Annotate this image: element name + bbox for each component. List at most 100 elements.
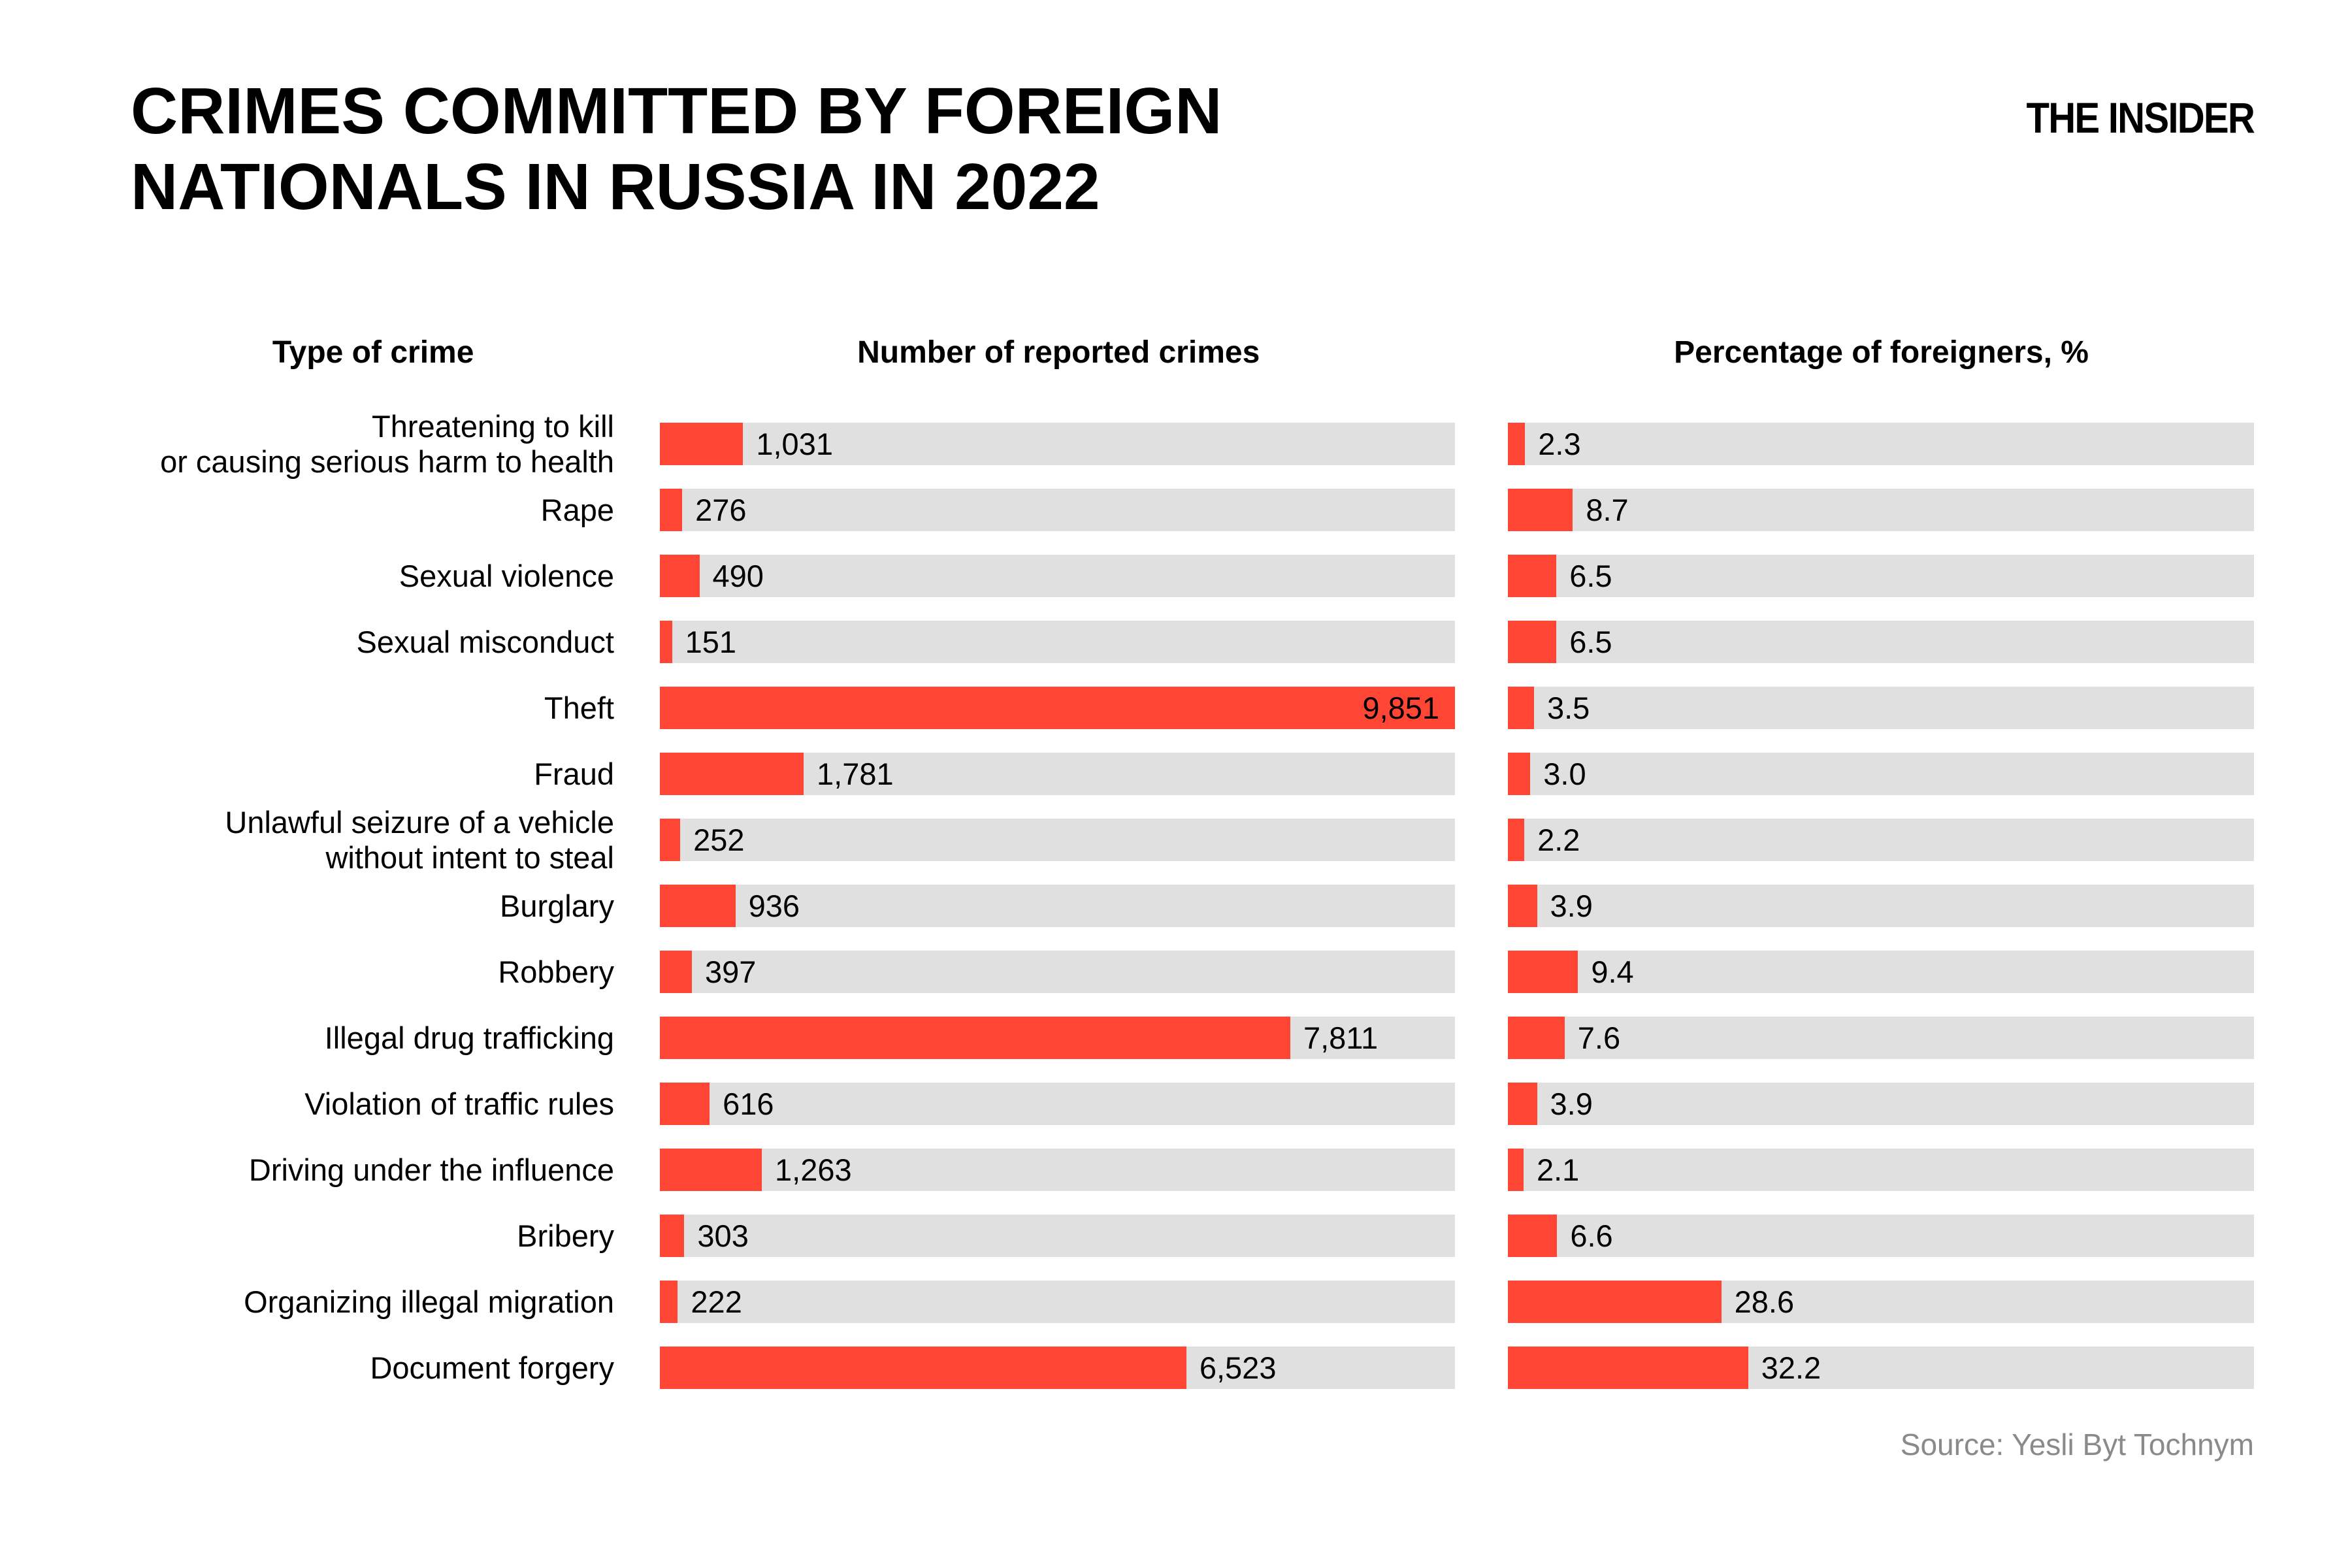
table-row: Theft 9,851 3.5 [131,687,2254,730]
crime-type-label: Illegal drug trafficking [324,1020,614,1055]
count-bar-fill [660,885,736,928]
count-bar-track: 1,263 [660,1149,1455,1192]
column-header-percentage-of-foreigners: Percentage of foreigners, % [1674,335,2089,370]
count-value: 222 [691,1284,742,1320]
crime-type-label: Violation of traffic rules [304,1086,614,1121]
count-value: 276 [695,493,747,528]
pct-value: 3.0 [1543,757,1586,792]
count-bar-fill [660,555,700,598]
pct-bar-track: 2.2 [1508,819,2254,862]
pct-bar-track: 32.2 [1508,1347,2254,1390]
pct-bar-fill [1508,687,1534,730]
pct-value: 6.5 [1569,559,1612,594]
pct-value: 9.4 [1591,955,1634,990]
pct-bar-track: 8.7 [1508,489,2254,532]
count-bar-track: 276 [660,489,1455,532]
count-bar-fill [660,1215,685,1258]
crime-type-label: Organizing illegal migration [244,1284,614,1319]
count-bar-track: 7,811 [660,1017,1455,1060]
pct-bar-track: 3.9 [1508,885,2254,928]
pct-value: 7.6 [1577,1021,1621,1056]
count-value: 252 [693,823,745,858]
crime-type-label: Unlawful seizure of a vehicle without in… [225,805,614,875]
count-value: 490 [712,559,764,594]
source-credit: Source: Yesli Byt Tochnym [1900,1428,2254,1462]
crime-type-label: Threatening to kill or causing serious h… [160,409,614,479]
pct-bar-fill [1508,753,1531,796]
count-value: 616 [723,1086,774,1122]
pct-bar-track: 3.9 [1508,1083,2254,1126]
table-row: Threatening to kill or causing serious h… [131,409,2254,479]
count-bar-track: 616 [660,1083,1455,1126]
pct-bar-fill [1508,1215,1558,1258]
pct-bar-fill [1508,621,1557,664]
pct-bar-fill [1508,489,1573,532]
column-headers: Type of crime Number of reported crimes … [131,335,2254,370]
pct-bar-track: 3.0 [1508,753,2254,796]
pct-bar-fill [1508,1347,1748,1390]
column-spacer [1456,335,1509,370]
pct-bar-fill [1508,1017,1565,1060]
table-row: Violation of traffic rules 616 3.9 [131,1083,2254,1126]
crime-type-label: Burglary [499,888,614,923]
count-bar-track: 151 [660,621,1455,664]
count-value: 9,851 [1362,691,1439,726]
count-bar-track: 1,031 [660,423,1455,466]
column-header-number-of-crimes: Number of reported crimes [857,335,1260,370]
count-bar-track: 222 [660,1281,1455,1324]
pct-bar-fill [1508,819,1525,862]
table-row: Rape 276 8.7 [131,489,2254,532]
pct-bar-fill [1508,423,1526,466]
pct-value: 3.5 [1546,691,1590,726]
pct-value: 6.5 [1569,625,1612,660]
count-value: 1,263 [775,1152,852,1188]
pct-bar-track: 28.6 [1508,1281,2254,1324]
count-bar-fill [660,1149,762,1192]
count-bar-fill [660,819,681,862]
pct-value: 28.6 [1734,1284,1795,1320]
count-value: 151 [685,625,737,660]
pct-bar-track: 6.5 [1508,621,2254,664]
bar-chart-rows: Threatening to kill or causing serious h… [131,409,2254,1390]
count-value: 7,811 [1303,1021,1379,1056]
pct-bar-fill [1508,1083,1537,1126]
crime-type-label: Bribery [517,1218,614,1253]
count-bar-fill [660,753,804,796]
table-row: Organizing illegal migration 222 28.6 [131,1281,2254,1324]
count-bar-track: 6,523 [660,1347,1455,1390]
count-bar-track: 252 [660,819,1455,862]
pct-bar-fill [1508,951,1578,994]
pct-value: 2.2 [1537,823,1580,858]
pct-value: 32.2 [1761,1350,1821,1386]
count-bar-track: 1,781 [660,753,1455,796]
table-row: Unlawful seizure of a vehicle without in… [131,805,2254,875]
count-bar-track: 936 [660,885,1455,928]
pct-bar-fill [1508,1281,1722,1324]
crime-type-label: Fraud [534,756,614,791]
pct-value: 2.3 [1538,427,1581,462]
pct-bar-track: 9.4 [1508,951,2254,994]
count-bar-fill [660,423,743,466]
count-bar-fill [660,1281,678,1324]
count-bar-fill [660,621,672,664]
count-bar-fill [660,1083,710,1126]
count-bar-track: 397 [660,951,1455,994]
page-title: CRIMES COMMITTED BY FOREIGN NATIONALS IN… [131,74,1222,223]
table-row: Driving under the influence 1,263 2.1 [131,1149,2254,1192]
table-row: Illegal drug trafficking 7,811 7.6 [131,1017,2254,1060]
pct-value: 3.9 [1550,889,1593,924]
pct-bar-fill [1508,885,1537,928]
pct-value: 3.9 [1550,1086,1593,1122]
the-insider-logo: THE INSIDER [2026,93,2255,142]
count-bar-fill [660,1017,1290,1060]
crime-type-label: Sexual misconduct [356,624,614,659]
pct-bar-fill [1508,1149,1524,1192]
count-bar-fill [660,951,693,994]
count-value: 6,523 [1199,1350,1277,1386]
table-row: Bribery 303 6.6 [131,1215,2254,1258]
crime-type-label: Document forgery [370,1350,614,1385]
crime-type-label: Sexual violence [399,558,614,593]
column-header-type-of-crime: Type of crime [272,335,474,370]
table-row: Burglary 936 3.9 [131,885,2254,928]
page-header: CRIMES COMMITTED BY FOREIGN NATIONALS IN… [0,0,2352,225]
